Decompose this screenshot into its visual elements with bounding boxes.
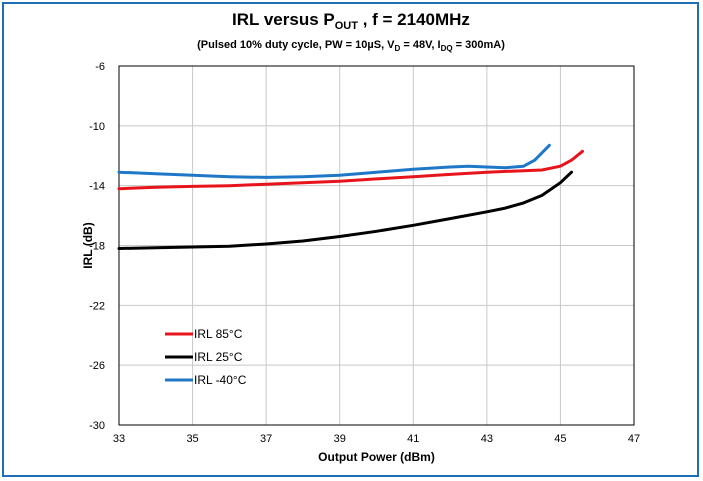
y-axis-label: IRL (dB): [81, 222, 95, 268]
x-tick-label: 35: [186, 433, 198, 445]
x-tick-label: 47: [628, 433, 640, 445]
x-tick-labels: 33 35 37 39 41 43 45 47: [113, 433, 640, 445]
x-tick-label: 41: [407, 433, 419, 445]
x-tick-label: 39: [334, 433, 346, 445]
x-tick-label: 33: [113, 433, 125, 445]
y-tick-label: -26: [89, 360, 105, 372]
legend-label-1: IRL 25°C: [194, 350, 243, 364]
legend-label-2: IRL -40°C: [194, 373, 247, 387]
y-tick-label: -22: [89, 300, 105, 312]
subtitle-sub-dq: DQ: [441, 44, 453, 53]
subtitle-part-b: = 48V, I: [400, 39, 440, 51]
series-lines: [117, 143, 584, 250]
subtitle-part-a: (Pulsed 10% duty cycle, PW = 10µS, V: [197, 39, 395, 51]
x-tick-label: 45: [554, 433, 566, 445]
legend-label-0: IRL 85°C: [194, 327, 243, 341]
chart-frame: [2, 2, 699, 477]
y-tick-label: -30: [89, 420, 105, 432]
chart-subtitle: (Pulsed 10% duty cycle, PW = 10µS, VD = …: [197, 39, 505, 53]
chart-title-prefix: IRL versus P: [232, 10, 335, 29]
y-tick-label: -6: [95, 61, 105, 73]
legend: IRL 85°C IRL 25°C IRL -40°C: [165, 327, 247, 387]
chart-title-suffix: , f = 2140MHz: [358, 10, 470, 29]
y-tick-labels: -6 -10 -14 -18 -22 -26 -30: [89, 61, 105, 432]
series-line-2: [117, 143, 551, 179]
x-tick-label: 37: [260, 433, 272, 445]
chart-title: IRL versus POUT , f = 2140MHz: [232, 10, 470, 32]
series-line-0: [117, 149, 584, 191]
y-tick-label: -14: [89, 181, 105, 193]
subtitle-sub-d: D: [395, 44, 401, 53]
y-tick-label: -18: [89, 241, 105, 253]
series-line-1: [117, 170, 573, 250]
subtitle-part-c: = 300mA): [453, 39, 506, 51]
plot-area: [118, 65, 635, 426]
chart-title-subscript: OUT: [335, 20, 359, 32]
x-axis-label: Output Power (dBm): [318, 450, 435, 464]
y-tick-label: -10: [89, 121, 105, 133]
x-tick-label: 43: [481, 433, 493, 445]
